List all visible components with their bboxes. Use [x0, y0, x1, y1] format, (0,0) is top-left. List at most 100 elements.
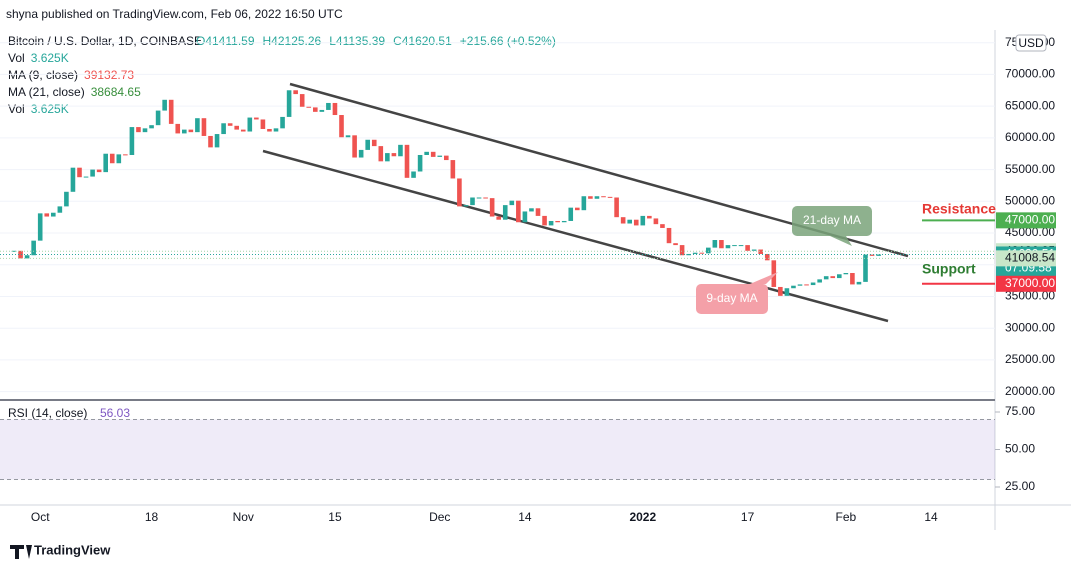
candle: [214, 134, 220, 148]
candle: [502, 205, 508, 220]
candle: [109, 153, 115, 164]
ohlc-value: C41620.51: [393, 34, 452, 48]
rsi-tick-label: 75.00: [1005, 404, 1035, 418]
candle: [37, 213, 43, 241]
candle: [561, 220, 567, 223]
x-tick-label: Nov: [233, 510, 254, 524]
candle: [594, 196, 600, 199]
candle: [620, 217, 626, 224]
candle: [719, 240, 724, 249]
candle: [339, 115, 344, 138]
candle: [18, 250, 23, 259]
ohlc-row: O41411.59 H42125.26 L41135.39 C41620.51 +215…: [196, 34, 556, 48]
candle: [797, 284, 803, 286]
candle: [450, 160, 456, 179]
candle: [182, 129, 187, 134]
candles: [11, 90, 881, 296]
currency-box: [1015, 34, 1047, 52]
candle: [706, 247, 711, 254]
candle: [686, 253, 691, 256]
candle: [221, 123, 226, 135]
rsi-tick-label: 25.00: [1005, 479, 1035, 493]
candle: [640, 215, 646, 226]
publisher: shyna published on TradingView.com, Feb …: [6, 7, 343, 21]
candle: [286, 90, 292, 117]
candle: [817, 279, 822, 283]
candle: [804, 284, 809, 286]
candle: [876, 254, 881, 256]
ohlc-value: L41135.39: [329, 34, 385, 48]
candle: [555, 220, 560, 223]
y-tick-label: 45000.00: [1005, 225, 1055, 239]
candle: [162, 99, 167, 111]
candle: [155, 110, 161, 126]
price-labels: 47000.0042136.8541620.5107:09:5841008.54…: [0, 212, 1056, 292]
candle: [542, 215, 547, 226]
candle: [509, 200, 515, 206]
candle: [378, 146, 384, 162]
candle: [581, 196, 587, 211]
price-label-box: [996, 250, 1056, 267]
candle: [424, 151, 429, 155]
candle: [771, 260, 777, 287]
candle: [784, 288, 790, 296]
x-tick-label: Feb: [836, 510, 857, 524]
candle: [116, 154, 122, 164]
candle: [77, 167, 82, 178]
candle: [247, 117, 253, 132]
candle: [332, 102, 338, 116]
candle: [856, 281, 862, 285]
candle: [51, 212, 56, 217]
candle: [470, 197, 475, 206]
candle: [319, 109, 325, 112]
candle: [863, 254, 868, 282]
candle: [345, 135, 351, 138]
ma9-callout-pointer: [750, 272, 778, 284]
x-tick-label: 15: [328, 510, 342, 524]
rsi-pane: 25.00 50.00 75.00: [0, 404, 1035, 493]
indicator-name: MA (21, close): [8, 85, 85, 99]
x-tick-label: 18: [145, 510, 159, 524]
candle: [385, 153, 390, 162]
ohlc-value: O41411.59: [196, 34, 255, 48]
y-tick-label: 30000.00: [1005, 320, 1055, 334]
candle: [83, 176, 89, 178]
price-label-box: [996, 275, 1056, 292]
candle: [758, 249, 763, 254]
indicator-value: 3.625K: [31, 51, 69, 65]
currency: USD: [1018, 36, 1044, 50]
x-tick-label: 14: [518, 510, 532, 524]
candle: [666, 227, 672, 244]
x-tick-label: 2022: [629, 510, 656, 524]
candle: [692, 252, 698, 254]
price-label-box: [996, 212, 1056, 229]
x-tick-label: 17: [741, 510, 755, 524]
candle: [358, 149, 364, 158]
candle: [96, 169, 102, 173]
candle: [791, 285, 796, 289]
candle: [457, 178, 462, 207]
candle: [725, 245, 731, 249]
candle: [633, 219, 639, 226]
rsi-value: 56.03: [100, 406, 130, 420]
indicator-value: 3.625K: [31, 102, 69, 116]
candle: [778, 286, 783, 296]
candle: [44, 213, 50, 217]
candle: [149, 125, 154, 129]
price-label: 47000.00: [1005, 213, 1055, 227]
candle: [64, 191, 69, 207]
x-tick-label: Oct: [31, 510, 50, 524]
candle: [745, 245, 750, 251]
candle: [299, 94, 305, 107]
candle: [24, 255, 30, 259]
candle: [738, 245, 744, 247]
candle: [463, 205, 469, 207]
y-tick-label: 25000.00: [1005, 352, 1055, 366]
candle: [647, 215, 652, 219]
candle: [751, 249, 757, 251]
candle: [568, 207, 574, 221]
candle: [535, 208, 541, 216]
candle: [398, 144, 403, 157]
